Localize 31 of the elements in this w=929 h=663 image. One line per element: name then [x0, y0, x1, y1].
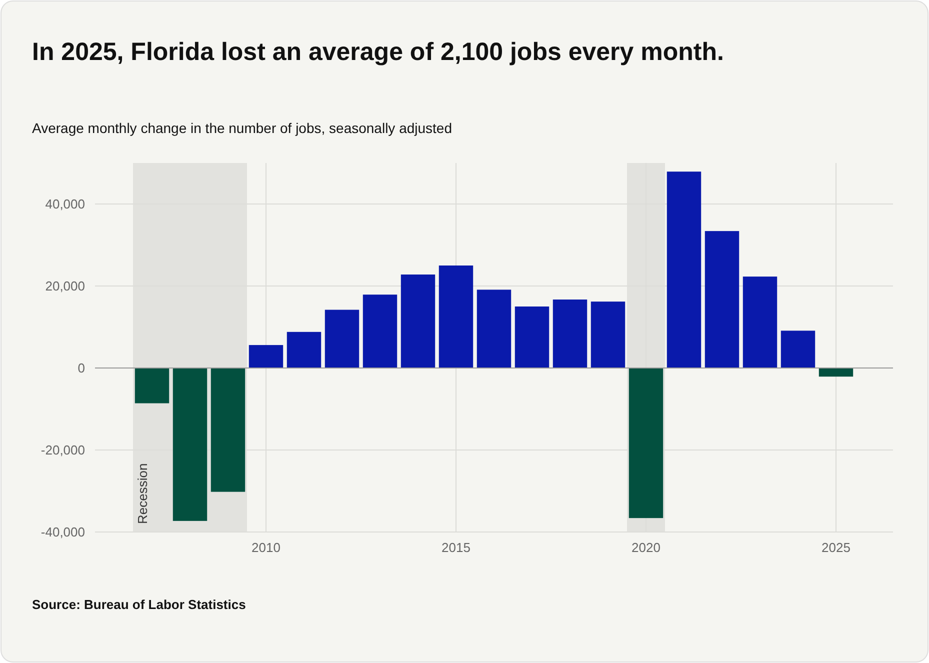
y-tick-label: 40,000 — [45, 196, 85, 212]
bar — [210, 368, 246, 492]
y-tick-label: 0 — [78, 360, 85, 376]
bar — [590, 302, 626, 368]
bar — [286, 332, 322, 368]
bar — [780, 330, 816, 368]
bar — [134, 368, 170, 404]
bar — [172, 368, 208, 521]
chart-title: In 2025, Florida lost an average of 2,100 jobs every month. — [32, 38, 724, 66]
chart-subtitle: Average monthly change in the number of jobs, seasonally adjusted — [32, 120, 452, 136]
bar — [324, 310, 360, 368]
bar — [666, 172, 702, 368]
bar — [248, 345, 284, 368]
x-tick-label: 2025 — [822, 540, 850, 555]
bar — [704, 231, 740, 368]
source-note: Source: Bureau of Labor Statistics — [32, 597, 246, 612]
band-label: Recession — [135, 463, 150, 524]
y-tick-label: -20,000 — [40, 442, 85, 458]
y-tick-label: 20,000 — [45, 278, 85, 294]
bar — [476, 290, 512, 368]
bar — [818, 368, 854, 377]
x-tick-label: 2020 — [632, 540, 660, 555]
x-tick-label: 2015 — [442, 540, 470, 555]
bar — [362, 294, 398, 368]
bar — [742, 276, 778, 368]
bar — [438, 266, 474, 368]
bar — [552, 300, 588, 368]
x-tick-label: 2010 — [252, 540, 280, 555]
bar — [514, 306, 550, 368]
bar — [400, 274, 436, 368]
y-tick-label: -40,000 — [40, 524, 85, 540]
